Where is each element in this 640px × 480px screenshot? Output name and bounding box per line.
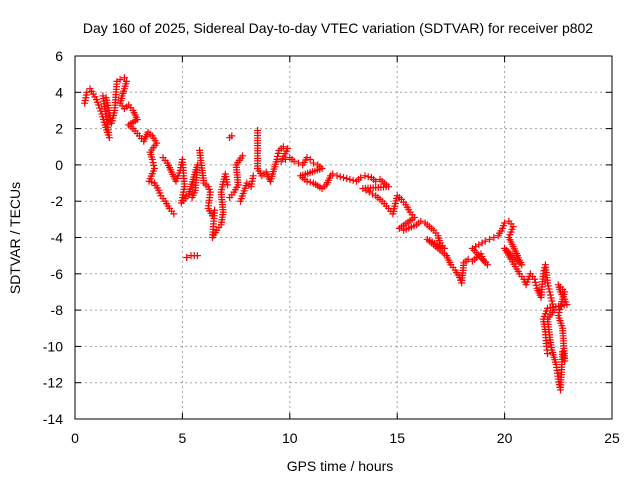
data-point [531, 275, 539, 283]
data-point [395, 224, 403, 232]
y-tick-label: 0 [55, 157, 63, 173]
data-point [274, 149, 282, 157]
y-tick-label: -8 [51, 302, 64, 318]
data-point [170, 210, 178, 218]
y-tick-label: 6 [55, 48, 63, 64]
data-point [559, 351, 567, 359]
data-point [368, 190, 376, 198]
y-tick-label: 2 [55, 121, 63, 137]
data-point [120, 74, 128, 82]
data-point [481, 237, 489, 245]
data-point [464, 255, 472, 263]
data-point [478, 239, 486, 247]
data-point [546, 288, 554, 296]
data-point [532, 281, 540, 289]
data-point [544, 282, 552, 290]
data-point [309, 159, 317, 167]
data-point [472, 243, 480, 251]
data-point [279, 143, 287, 151]
data-point [357, 174, 365, 182]
data-point [239, 152, 247, 160]
data-point [365, 188, 373, 196]
data-point [188, 194, 196, 202]
data-point [548, 297, 556, 305]
data-point [290, 157, 298, 165]
data-point [336, 173, 344, 181]
data-point [539, 270, 547, 278]
data-point [554, 312, 562, 320]
data-point [547, 294, 555, 302]
data-point [501, 219, 509, 227]
data-series [81, 74, 571, 394]
y-tick-label: -12 [43, 375, 63, 391]
x-tick-label: 10 [282, 430, 298, 446]
data-point [116, 76, 124, 84]
y-tick-label: -10 [43, 338, 63, 354]
y-tick-label: 4 [55, 84, 63, 100]
data-point [96, 104, 104, 112]
x-tick-label: 5 [179, 430, 187, 446]
data-point [303, 177, 311, 185]
y-tick-label: -4 [51, 230, 64, 246]
data-point [475, 241, 483, 249]
data-point [349, 176, 357, 184]
data-point [282, 155, 290, 163]
data-point [95, 101, 103, 109]
x-tick-label: 0 [71, 430, 79, 446]
data-point [343, 175, 351, 183]
chart-title: Day 160 of 2025, Sidereal Day-to-day VTE… [83, 20, 593, 36]
data-point [294, 159, 302, 167]
data-point [537, 288, 545, 296]
data-point [490, 234, 498, 241]
data-point [544, 279, 552, 287]
data-point [546, 291, 554, 299]
x-axis-label: GPS time / hours [287, 458, 394, 474]
data-point [193, 252, 201, 260]
y-tick-label: -2 [51, 193, 64, 209]
data-point [273, 155, 281, 163]
x-tick-label: 25 [604, 430, 620, 446]
data-point [340, 174, 347, 182]
data-point [417, 217, 425, 225]
data-point [224, 181, 232, 189]
data-point [333, 172, 341, 180]
data-point [277, 157, 285, 165]
data-point [249, 172, 257, 180]
data-point [364, 173, 372, 181]
axis-ticks: 0 5 10 15 20 25 -14 -12 -10 -8 -6 -4 -2 0 2 4 6 [43, 48, 620, 446]
data-point [545, 285, 553, 293]
y-tick-label: -14 [43, 411, 63, 427]
data-point [372, 177, 380, 185]
data-point [486, 235, 494, 243]
data-point [83, 88, 91, 96]
data-point [361, 172, 369, 180]
data-point [556, 305, 564, 313]
data-point [228, 132, 236, 140]
x-tick-label: 15 [389, 430, 405, 446]
data-point [149, 158, 157, 166]
data-point [148, 155, 156, 163]
data-point [555, 309, 563, 317]
y-tick-label: -6 [51, 266, 64, 282]
y-axis-label: SDTVAR / TECUs [7, 182, 23, 294]
data-point [183, 253, 191, 261]
grid-lines [75, 56, 612, 419]
data-point [306, 178, 314, 186]
data-point [274, 152, 282, 160]
data-point [544, 350, 552, 358]
data-point [559, 348, 567, 356]
x-tick-label: 20 [497, 430, 513, 446]
data-point [329, 170, 337, 178]
data-point [346, 175, 354, 183]
data-point [531, 278, 539, 286]
data-point [306, 155, 314, 163]
